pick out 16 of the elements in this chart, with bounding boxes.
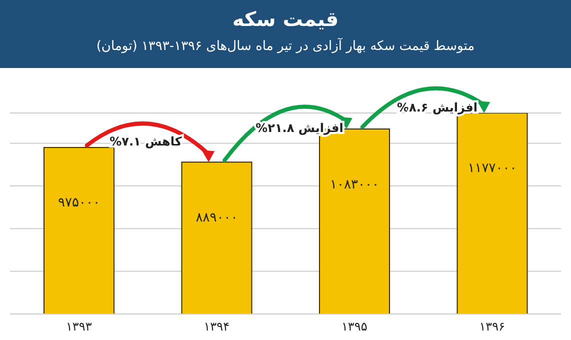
data-label: ۱۱۷۷۰۰۰ [468,161,517,176]
data-label: ۸۸۹۰۰۰ [196,210,238,226]
data-label: ۹۷۵۰۰۰ [58,196,100,211]
x-tick-label: ۱۳۹۵ [341,320,368,334]
x-tick-label: ۱۳۹۴ [204,320,230,334]
annotation: افزایش ۸.۶% [397,100,478,115]
annotation: کاهش ۷.۱% [110,134,182,149]
x-tick-label: ۱۳۹۶ [479,320,506,334]
annotation: افزایش ۲۱.۸% [256,120,344,135]
bar [181,162,252,314]
chart-subtitle: متوسط قیمت سکه بهار آزادی در تیر ماه سال‌های ۱۳۹۶-۱۳۹۳ (تومان) [95,36,476,56]
x-tick-label: ۱۳۹۳ [66,320,92,334]
chart-title: قیمت سکه [231,6,340,33]
bar [44,146,114,314]
data-label: ۱۰۸۳۰۰۰ [330,177,379,192]
bar [456,113,528,314]
